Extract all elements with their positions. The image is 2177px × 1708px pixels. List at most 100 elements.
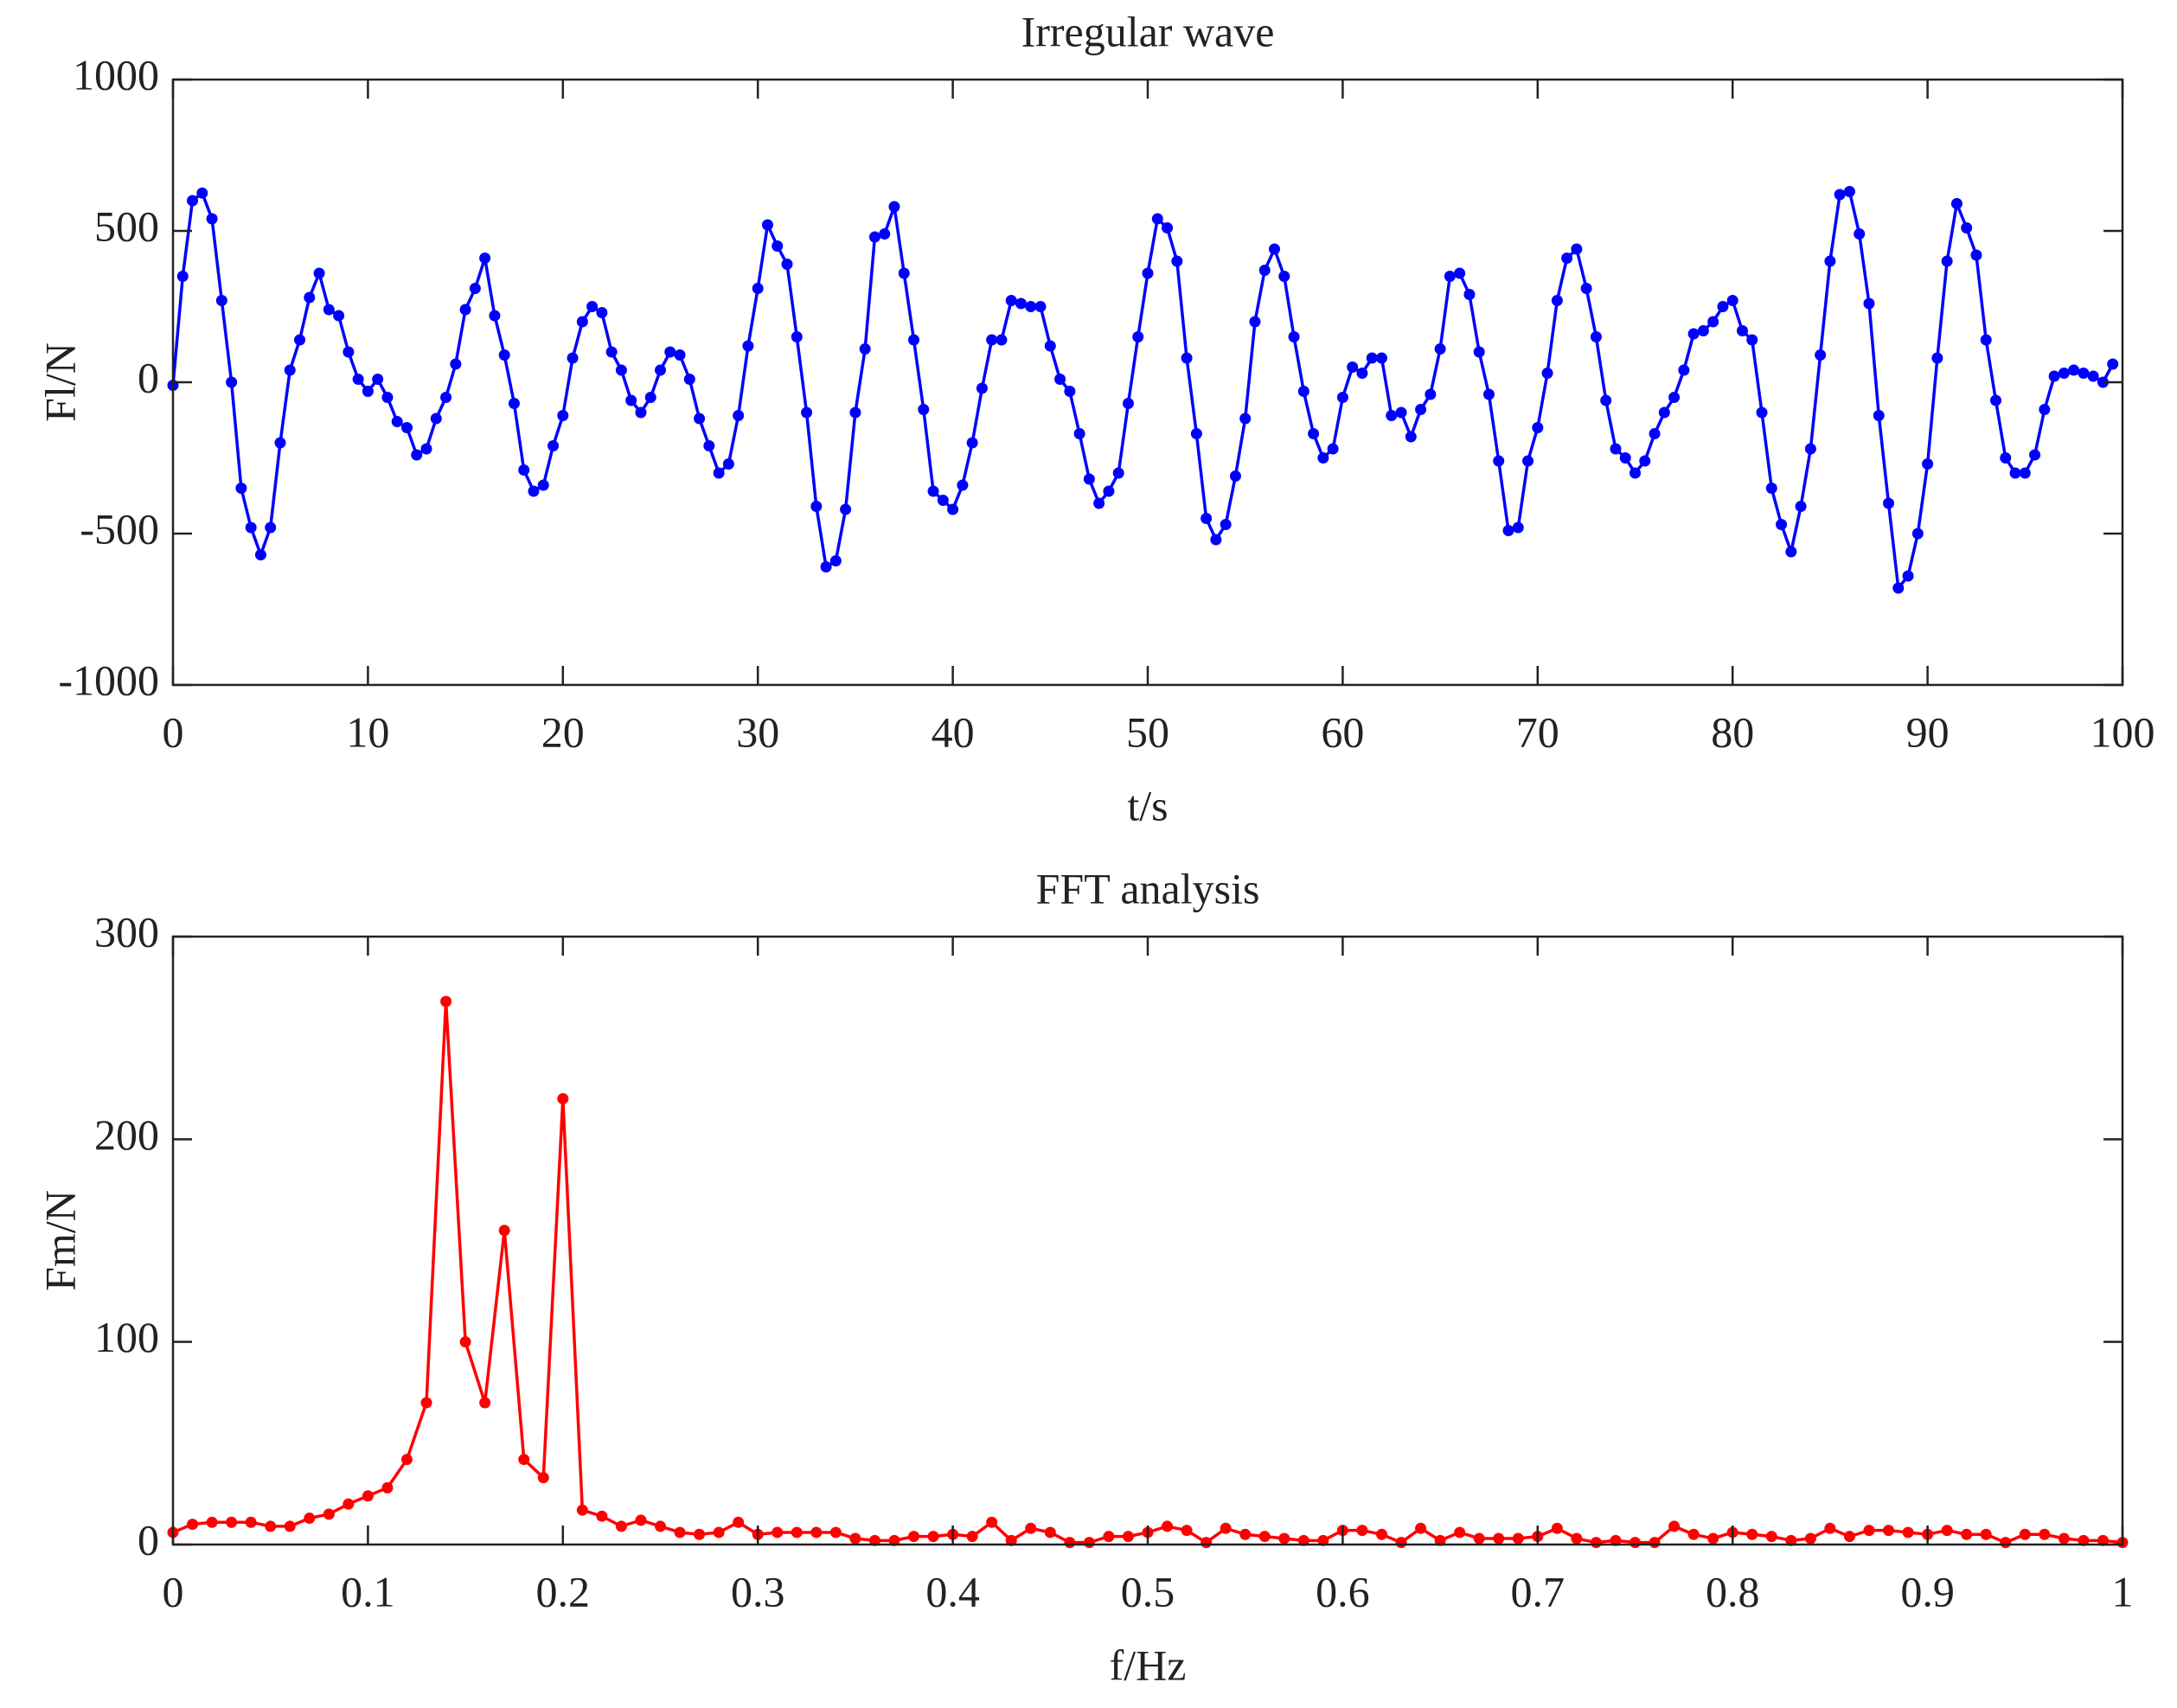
data-point bbox=[1122, 398, 1134, 409]
data-point bbox=[2000, 1537, 2012, 1549]
data-point bbox=[323, 1508, 335, 1520]
data-point bbox=[254, 549, 266, 560]
data-point bbox=[1707, 316, 1719, 328]
data-point bbox=[1630, 467, 1641, 479]
data-point bbox=[1415, 1522, 1427, 1534]
data-point bbox=[1317, 452, 1329, 464]
data-point bbox=[1726, 295, 1738, 306]
data-point bbox=[1201, 513, 1213, 524]
data-point bbox=[1356, 1525, 1368, 1537]
data-point bbox=[1112, 467, 1124, 479]
y-tick-label: 100 bbox=[94, 1313, 159, 1361]
data-point bbox=[294, 334, 306, 346]
data-point bbox=[343, 1498, 355, 1510]
data-point bbox=[1902, 570, 1914, 582]
data-point bbox=[947, 503, 959, 515]
data-point bbox=[1873, 410, 1885, 421]
y-tick-label: -1000 bbox=[58, 656, 159, 704]
y-tick-label: 0 bbox=[138, 1515, 159, 1564]
data-point bbox=[1804, 1532, 1816, 1545]
data-point bbox=[2107, 358, 2119, 370]
data-point bbox=[489, 310, 501, 322]
data-point bbox=[1005, 1534, 1017, 1546]
data-point bbox=[1532, 422, 1544, 433]
data-point bbox=[1922, 458, 1934, 470]
axes-frame bbox=[171, 78, 2124, 687]
data-point bbox=[996, 334, 1008, 346]
x-tick-label: 0.5 bbox=[1121, 1567, 1175, 1615]
data-point bbox=[381, 1481, 394, 1494]
data-point bbox=[694, 413, 706, 425]
data-point bbox=[1434, 1534, 1446, 1546]
data-point bbox=[420, 443, 432, 455]
data-point bbox=[908, 1531, 920, 1543]
data-point bbox=[615, 364, 627, 376]
data-point bbox=[1512, 1532, 1524, 1545]
data-point bbox=[2087, 370, 2099, 382]
data-point bbox=[1795, 501, 1807, 512]
data-point bbox=[1269, 243, 1281, 255]
data-point bbox=[986, 1516, 998, 1528]
data-point bbox=[1941, 1525, 1953, 1537]
data-point bbox=[1502, 525, 1514, 536]
data-point bbox=[1239, 1528, 1252, 1540]
data-point bbox=[537, 1472, 549, 1484]
data-point bbox=[372, 374, 384, 385]
data-point bbox=[879, 228, 891, 240]
data-point bbox=[1824, 255, 1836, 267]
data-point bbox=[2068, 364, 2080, 376]
data-point bbox=[1425, 388, 1437, 400]
data-point bbox=[791, 1526, 803, 1538]
x-tick-label: 1 bbox=[2112, 1567, 2134, 1615]
data-point bbox=[1765, 1531, 1777, 1543]
y-tick-label: 1000 bbox=[73, 50, 159, 99]
data-point bbox=[733, 1516, 745, 1528]
data-point bbox=[1229, 470, 1241, 482]
data-point bbox=[1776, 519, 1788, 530]
data-point bbox=[1142, 267, 1154, 279]
data-point bbox=[1278, 271, 1290, 282]
data-point bbox=[1961, 1528, 1973, 1540]
data-point bbox=[479, 253, 491, 264]
data-point bbox=[2058, 1532, 2070, 1545]
data-point bbox=[829, 555, 842, 566]
data-point bbox=[859, 343, 871, 355]
data-point bbox=[1454, 1526, 1466, 1538]
data-point bbox=[1687, 1528, 1700, 1540]
data-point bbox=[235, 483, 247, 494]
data-point bbox=[284, 1520, 296, 1532]
data-point bbox=[810, 1526, 823, 1538]
data-point bbox=[722, 458, 734, 470]
data-point bbox=[1258, 265, 1271, 276]
data-point bbox=[674, 1526, 686, 1538]
data-point bbox=[810, 501, 823, 512]
data-line bbox=[172, 1001, 2123, 1545]
data-point bbox=[1493, 455, 1505, 467]
data-point bbox=[391, 416, 403, 427]
data-point bbox=[1493, 1532, 1505, 1545]
data-point bbox=[1883, 497, 1895, 509]
data-point bbox=[1201, 1537, 1213, 1549]
y-axis-label: Fm/N bbox=[35, 1190, 84, 1291]
data-point bbox=[703, 440, 715, 451]
data-point bbox=[976, 382, 988, 394]
x-tick-label: 90 bbox=[1906, 707, 1950, 756]
data-point bbox=[868, 1534, 880, 1546]
x-tick-label: 0.1 bbox=[341, 1567, 395, 1615]
data-point bbox=[2029, 449, 2041, 461]
data-point bbox=[362, 1490, 374, 1502]
data-point bbox=[518, 1454, 530, 1466]
data-point bbox=[605, 346, 618, 358]
data-point bbox=[1434, 343, 1446, 355]
data-point bbox=[430, 413, 442, 425]
data-point bbox=[772, 1526, 784, 1538]
data-point bbox=[187, 195, 199, 207]
data-point bbox=[1375, 352, 1387, 364]
data-point bbox=[1395, 406, 1407, 419]
data-point bbox=[1834, 189, 1846, 201]
data-point bbox=[888, 1534, 900, 1546]
data-point bbox=[713, 467, 725, 479]
data-point bbox=[1278, 1532, 1290, 1545]
data-point bbox=[1151, 213, 1163, 225]
data-point bbox=[908, 334, 920, 346]
